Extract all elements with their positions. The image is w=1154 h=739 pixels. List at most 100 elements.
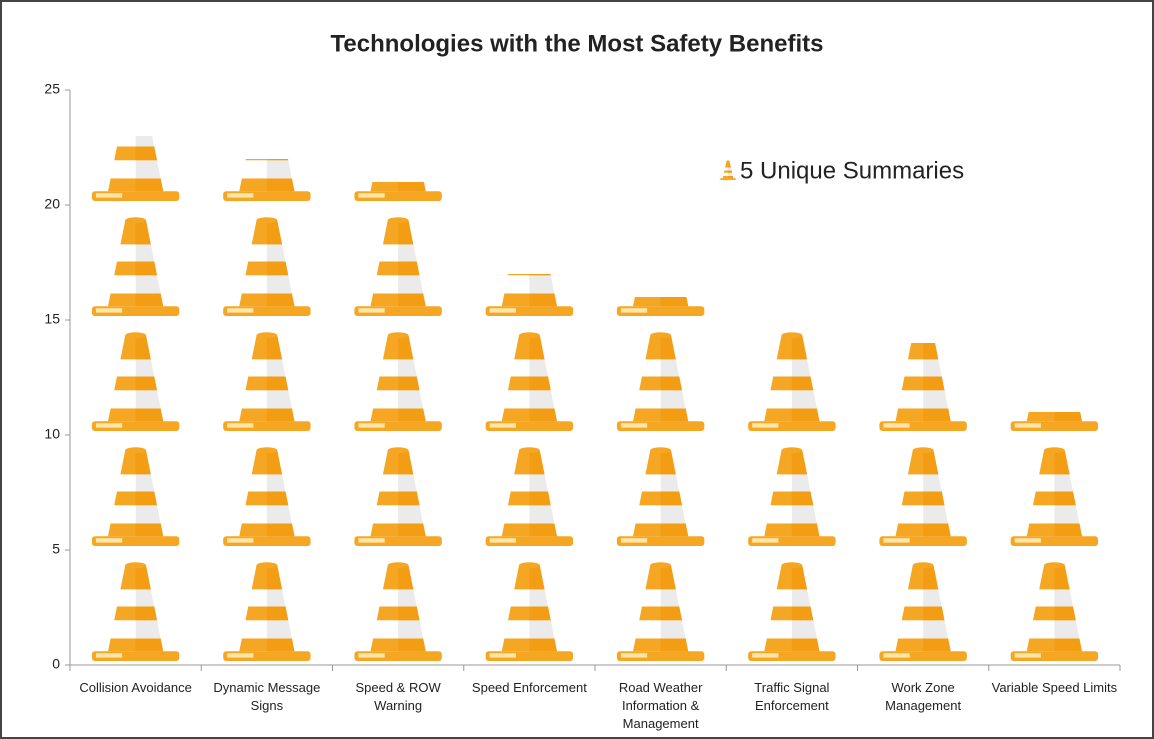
cone-tip — [125, 562, 146, 568]
cone-band-shade — [1054, 523, 1082, 536]
cone-base-light — [358, 308, 384, 312]
cone-tip — [257, 332, 278, 338]
cone-stripe-shade — [923, 620, 948, 638]
cone-stripe-shade — [728, 173, 733, 176]
cone-tip — [782, 562, 803, 568]
cone-band-shade — [661, 523, 689, 536]
cone-tip — [519, 562, 540, 568]
cone-band-shade — [136, 178, 164, 191]
cone-band-shade — [267, 377, 288, 391]
cone-band-shade — [267, 293, 295, 306]
cone-band-shade — [136, 638, 164, 651]
cone-base-light — [227, 423, 253, 427]
x-tick-label: Speed & ROW Warning — [335, 679, 461, 715]
cone-tip — [257, 562, 278, 568]
cone-band-shade — [267, 262, 288, 276]
cone-band-shade — [728, 170, 732, 172]
cone-stripe-shade — [923, 390, 948, 408]
cone-stripe-shade — [267, 390, 292, 408]
cone-stripe-shade — [136, 160, 161, 178]
cone-base-light — [96, 538, 122, 542]
cone-base-light — [358, 423, 384, 427]
cone-base-light — [752, 538, 778, 542]
cone-stripe-shade — [661, 505, 686, 523]
cone-base-light — [752, 653, 778, 657]
cone-band-shade — [136, 607, 157, 621]
cone-tip — [650, 562, 671, 568]
cone-band-shade — [267, 523, 295, 536]
cone-base-light — [621, 308, 647, 312]
cone-stripe-shade — [661, 620, 686, 638]
cone-band-shade — [792, 638, 820, 651]
cone-base-light — [1015, 423, 1041, 427]
cone-band-shade — [661, 638, 689, 651]
cone-stripe-shade — [792, 620, 817, 638]
cone-band-shade — [923, 492, 944, 506]
cone-stripe-shade — [267, 620, 292, 638]
x-tick-label: Collision Avoidance — [73, 679, 199, 697]
cone-band-shade — [792, 408, 820, 421]
cone-band-shade — [661, 377, 682, 391]
cone-band-shade — [661, 492, 682, 506]
cone-band-shade — [398, 607, 419, 621]
cone-band-shade — [398, 293, 426, 306]
cone-stripe-shade — [529, 505, 554, 523]
cone-band-shade — [1054, 638, 1082, 651]
cone-base-light — [883, 653, 909, 657]
cone-stripe-shade — [136, 275, 161, 293]
cone-band-shade — [136, 377, 157, 391]
cone-band-shade — [529, 607, 550, 621]
cone-stripe-shade — [398, 390, 423, 408]
cone-base-light — [490, 538, 516, 542]
cone-band-shade — [398, 377, 419, 391]
cone-base-light — [752, 423, 778, 427]
cone-tip — [650, 447, 671, 453]
cone-band-shade — [792, 523, 820, 536]
cone-stripe-shade — [529, 620, 554, 638]
cone-band-shade — [792, 377, 813, 391]
chart: Technologies with the Most Safety Benefi… — [0, 0, 1154, 739]
cone-band-shade — [398, 523, 426, 536]
cone-band-shade — [136, 492, 157, 506]
chart-page: Technologies with the Most Safety Benefi… — [0, 0, 1154, 739]
cone-tip — [1044, 447, 1065, 453]
cone-base-light — [883, 423, 909, 427]
cone-tip — [650, 332, 671, 338]
cone-band-shade — [529, 523, 557, 536]
cone-base-light — [96, 423, 122, 427]
cone-stripe-shade — [1054, 620, 1079, 638]
cone-tip — [782, 447, 803, 453]
cone-tip — [913, 562, 934, 568]
cone-band-shade — [267, 178, 295, 191]
cone-stripe-shade — [661, 390, 686, 408]
cone-stripe-shade — [136, 505, 161, 523]
cone-base-light — [227, 538, 253, 542]
cone-base-light — [724, 180, 729, 181]
x-tick-label: Speed Enforcement — [466, 679, 592, 697]
cone-base-light — [883, 538, 909, 542]
cone-tip — [257, 217, 278, 223]
cone-stripe-shade — [529, 390, 554, 408]
cone-tip — [388, 447, 409, 453]
cone-stripe-shade — [267, 160, 292, 178]
cone-tip — [125, 217, 146, 223]
cone-stripe-shade — [398, 505, 423, 523]
cone-band-shade — [661, 408, 689, 421]
cone-band-shade — [267, 408, 295, 421]
cone-band-shade — [923, 377, 944, 391]
cone-band-shade — [728, 176, 733, 178]
cone-stripe-shade — [398, 275, 423, 293]
cone-base-light — [621, 423, 647, 427]
cone-base — [720, 178, 737, 180]
cone-tip — [257, 447, 278, 453]
cone-band-shade — [529, 638, 557, 651]
cone-base-light — [621, 653, 647, 657]
cone-tip — [125, 447, 146, 453]
y-tick-label: 20 — [44, 196, 60, 212]
y-tick-label: 5 — [52, 541, 60, 557]
cone-band-shade — [923, 523, 951, 536]
cone-base-light — [490, 653, 516, 657]
cone-tip — [726, 160, 730, 166]
x-tick-label: Dynamic Message Signs — [204, 679, 330, 715]
cone-tip — [388, 562, 409, 568]
